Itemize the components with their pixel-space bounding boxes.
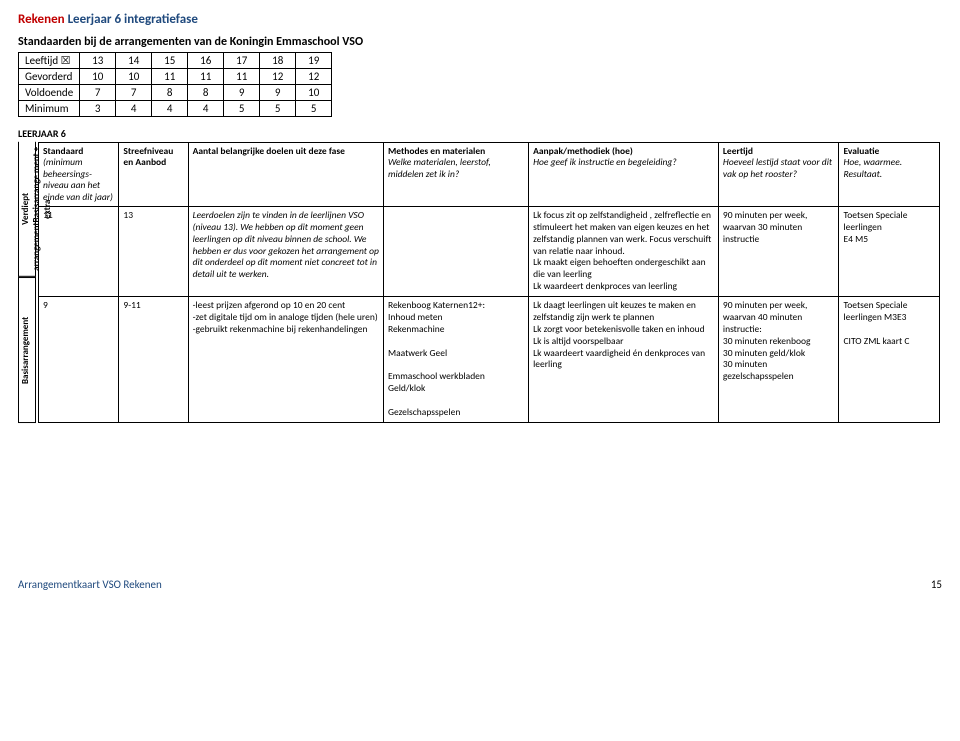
standards-cell: 8 [152,85,188,101]
standards-header-cell: 16 [188,53,224,69]
standards-cell: 5 [224,101,260,117]
vlabel-basis: Basisarrangement [18,277,36,423]
big-cell: 11 [39,206,119,296]
leerjaar-label: LEERJAAR 6 [18,127,942,140]
title-red: Rekenen [18,12,65,27]
big-cell: 9 [39,297,119,423]
standards-cell: 5 [260,101,296,117]
big-cell: 90 minuten per week, waarvan 40 minuten … [718,297,839,423]
standards-cell: 4 [152,101,188,117]
standards-cell: 5 [296,101,332,117]
big-cell: Toetsen Speciale leerlingenE4 M5 [839,206,940,296]
big-header-c5: Aanpak/methodiek (hoe)Hoe geef ik instru… [529,143,719,207]
big-header-c7: EvaluatieHoe, waarmee. Resultaat. [839,143,940,207]
standards-row-label: Voldoende [19,85,80,101]
big-cell: -leest prijzen afgerond op 10 en 20 cent… [188,297,383,423]
standards-cell: 11 [224,69,260,85]
big-cell: Lk daagt leerlingen uit keuzes te maken … [529,297,719,423]
main-row: Verdiept arrangementBasisarrange ment + … [18,142,942,423]
big-header-c3: Aantal belangrijke doelen uit deze fase [188,143,383,207]
standards-header-cell: 17 [224,53,260,69]
standards-cell: 8 [188,85,224,101]
big-header-c4: Methodes en materialenWelke materialen, … [383,143,528,207]
standards-row-label: Minimum [19,101,80,117]
arrangement-table: Standaard(minimum beheersings-niveau aan… [38,142,940,423]
standards-header-cell: 13 [80,53,116,69]
big-cell: 13 [119,206,188,296]
big-header-c2: Streefniveau en Aanbod [119,143,188,207]
big-cell: Leerdoelen zijn te vinden in de leerlijn… [188,206,383,296]
standards-cell: 9 [260,85,296,101]
standards-cell: 11 [152,69,188,85]
title-blue: Leerjaar 6 integratiefase [68,12,198,27]
big-cell [383,206,528,296]
big-header-c1: Standaard(minimum beheersings-niveau aan… [39,143,119,207]
standards-cell: 10 [296,85,332,101]
standards-cell: 9 [224,85,260,101]
standards-cell: 7 [80,85,116,101]
standards-cell: 10 [116,69,152,85]
standards-cell: 11 [188,69,224,85]
big-cell: 90 minuten per week, waarvan 30 minuten … [718,206,839,296]
big-cell: Lk focus zit op zelfstandigheid , zelfre… [529,206,719,296]
standards-cell: 10 [80,69,116,85]
standards-cell: 3 [80,101,116,117]
standards-cell: 4 [188,101,224,117]
standards-table: Leeftijd ☒13141516171819Gevorderd1010111… [18,52,332,117]
vertical-labels: Verdiept arrangementBasisarrange ment + … [18,142,36,423]
big-header-c6: LeertijdHoeveel lestijd staat voor dit v… [718,143,839,207]
standards-header-cell: 15 [152,53,188,69]
big-cell: Rekenboog Katernen12+:Inhoud metenRekenm… [383,297,528,423]
footer: Arrangementkaart VSO Rekenen 15 [18,578,942,591]
standards-header-cell: 18 [260,53,296,69]
standards-header-cell: Leeftijd ☒ [19,53,80,69]
subtitle: Standaarden bij de arrangementen van de … [18,35,942,49]
standards-row-label: Gevorderd [19,69,80,85]
standards-cell: 12 [260,69,296,85]
standards-header-cell: 14 [116,53,152,69]
standards-cell: 7 [116,85,152,101]
standards-cell: 12 [296,69,332,85]
standards-cell: 4 [116,101,152,117]
page-title: Rekenen Leerjaar 6 integratiefase [18,12,942,27]
big-cell: Toetsen Speciale leerlingen M3E3CITO ZML… [839,297,940,423]
footer-page: 15 [931,578,942,591]
vlabel-verdiept: Verdiept arrangementBasisarrange ment + … [18,142,36,277]
footer-left: Arrangementkaart VSO Rekenen [18,578,162,591]
standards-header-cell: 19 [296,53,332,69]
big-cell: 9-11 [119,297,188,423]
